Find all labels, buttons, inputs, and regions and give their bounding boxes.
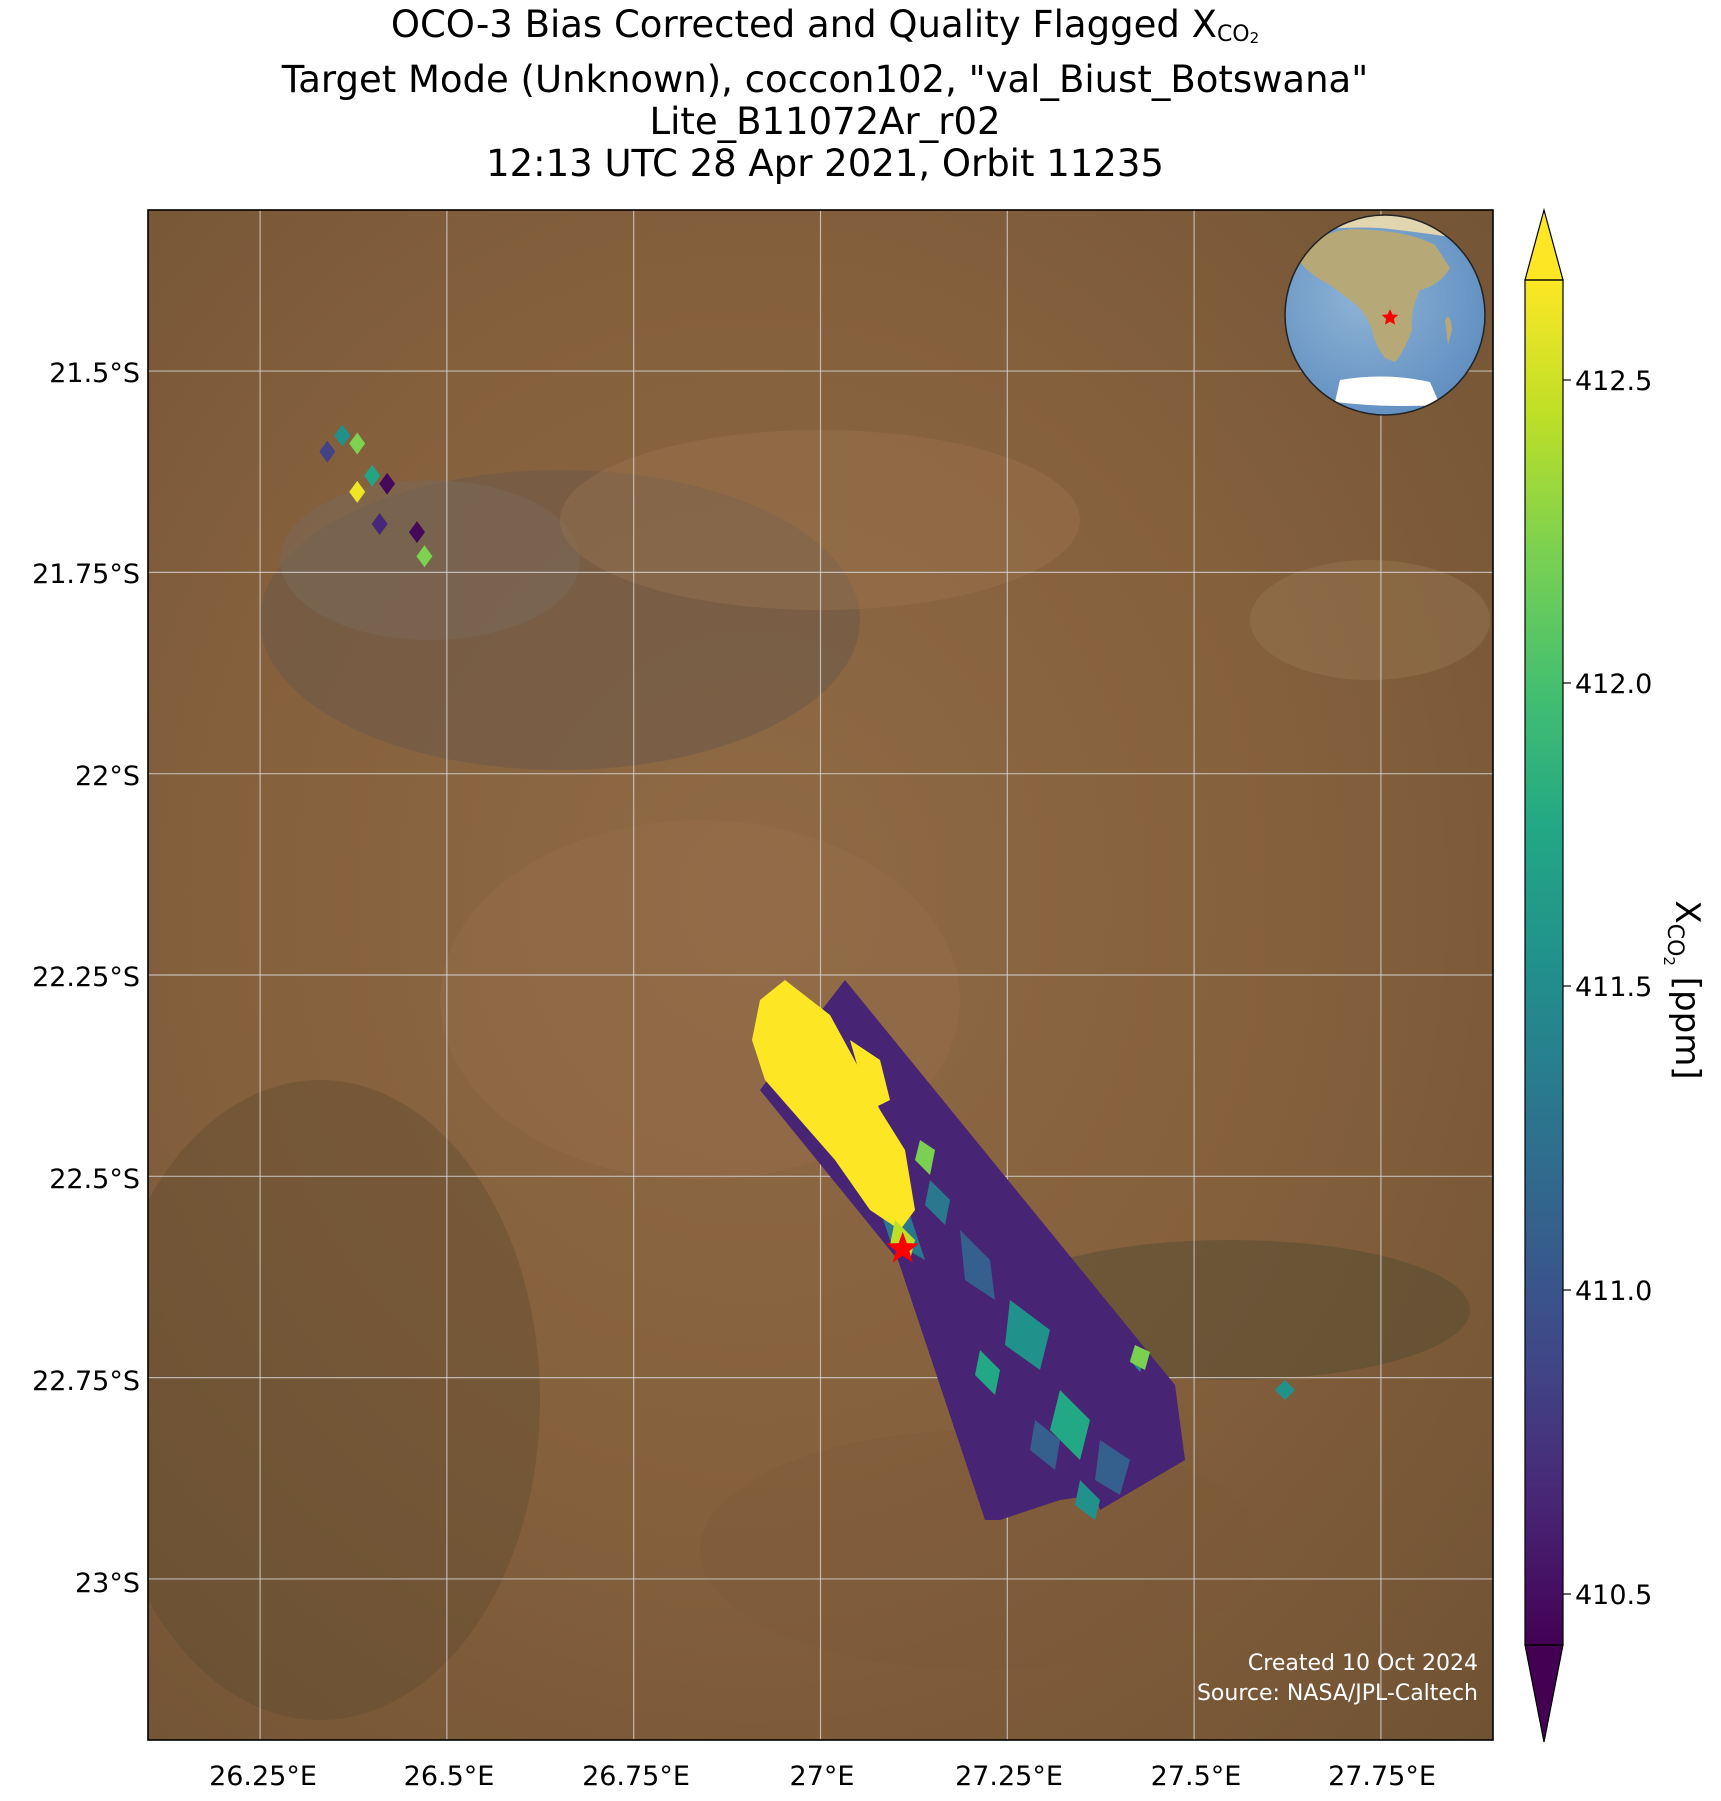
xco2-sounding bbox=[319, 440, 336, 463]
swath-high-edge bbox=[850, 1040, 890, 1110]
xco2-sounding bbox=[409, 521, 425, 544]
xco2-sounding bbox=[416, 545, 433, 568]
swath-patch bbox=[1030, 1420, 1060, 1470]
x-tick-label: 27.5°E bbox=[1151, 1761, 1242, 1792]
swath-patch bbox=[1130, 1345, 1150, 1370]
colorbar-tick-label: 412.5 bbox=[1575, 366, 1652, 397]
swath-patch bbox=[1075, 1480, 1100, 1520]
xco2-sounding bbox=[334, 424, 351, 447]
map-frame bbox=[147, 209, 1494, 1741]
xco2-sounding bbox=[364, 464, 381, 487]
xco2-sounding bbox=[349, 432, 366, 455]
colorbar-title: XCO2 [ppm] bbox=[1660, 900, 1707, 1079]
y-tick-label: 22.5°S bbox=[49, 1164, 140, 1195]
colorbar-extend-min-icon bbox=[1524, 1644, 1564, 1743]
x-tick-label: 26.75°E bbox=[582, 1761, 690, 1792]
colorbar-gradient bbox=[1525, 280, 1563, 1645]
colorbar-tick-label: 412.0 bbox=[1575, 669, 1652, 700]
colorbar: 412.5 412.0 411.5 411.0 410.5 XCO2 [ppm] bbox=[1524, 207, 1707, 1743]
y-tick-label: 23°S bbox=[75, 1568, 140, 1599]
colorbar-tick-label: 411.0 bbox=[1575, 1276, 1652, 1307]
colorbar-extend-max-icon bbox=[1524, 207, 1564, 281]
xco2-sounding bbox=[349, 480, 366, 503]
y-tick-label: 22°S bbox=[75, 761, 140, 792]
title-line-3: Lite_B11072Ar_r02 bbox=[649, 100, 1001, 143]
swath-high-edge bbox=[752, 980, 915, 1230]
title-line-1: OCO-3 Bias Corrected and Quality Flagged… bbox=[390, 3, 1260, 48]
inset-site-star-icon bbox=[1381, 309, 1399, 325]
xco2-sounding bbox=[379, 472, 396, 495]
swath-patch bbox=[975, 1350, 1000, 1395]
title-line-4: 12:13 UTC 28 Apr 2021, Orbit 11235 bbox=[486, 142, 1164, 185]
swath-patch bbox=[1005, 1300, 1050, 1370]
colorbar-tick-label: 411.5 bbox=[1575, 972, 1652, 1003]
y-tick-label: 22.75°S bbox=[32, 1366, 140, 1397]
colorbar-tick-label: 410.5 bbox=[1575, 1580, 1652, 1611]
xco2-sounding bbox=[371, 513, 388, 536]
swath-patch bbox=[925, 1180, 950, 1225]
xco2-soundings bbox=[752, 980, 1295, 1520]
swath-patch bbox=[915, 1140, 935, 1175]
swath-patch bbox=[1050, 1390, 1090, 1460]
colorbar-ticks bbox=[1563, 379, 1571, 1595]
site-marker-star-icon bbox=[886, 1231, 919, 1263]
y-tick-label: 22.25°S bbox=[32, 962, 140, 993]
site-star bbox=[886, 1231, 919, 1263]
x-tick-label: 26.25°E bbox=[209, 1761, 317, 1792]
swath-patch bbox=[960, 1230, 995, 1300]
x-tick-label: 26.5°E bbox=[404, 1761, 495, 1792]
title-line-2: Target Mode (Unknown), coccon102, "val_B… bbox=[281, 58, 1369, 101]
y-axis-labels: 21.5°S 21.75°S 22°S 22.25°S 22.5°S 22.75… bbox=[32, 358, 140, 1599]
credit-source: Source: NASA/JPL-Caltech bbox=[1197, 1681, 1478, 1706]
x-tick-label: 27.25°E bbox=[955, 1761, 1063, 1792]
isolated-sounding bbox=[1275, 1380, 1295, 1400]
y-tick-label: 21.75°S bbox=[32, 559, 140, 590]
xco2-soundings-nw-cluster bbox=[319, 424, 433, 568]
x-axis-labels: 26.25°E 26.5°E 26.75°E 27°E 27.25°E 27.5… bbox=[209, 1761, 1436, 1792]
swath-patch bbox=[1095, 1440, 1130, 1495]
y-tick-label: 21.5°S bbox=[49, 358, 140, 389]
figure-title: OCO-3 Bias Corrected and Quality Flagged… bbox=[150, 4, 1500, 185]
credit-created: Created 10 Oct 2024 bbox=[1248, 1651, 1478, 1676]
x-tick-label: 27.75°E bbox=[1328, 1761, 1436, 1792]
x-tick-label: 27°E bbox=[790, 1761, 855, 1792]
